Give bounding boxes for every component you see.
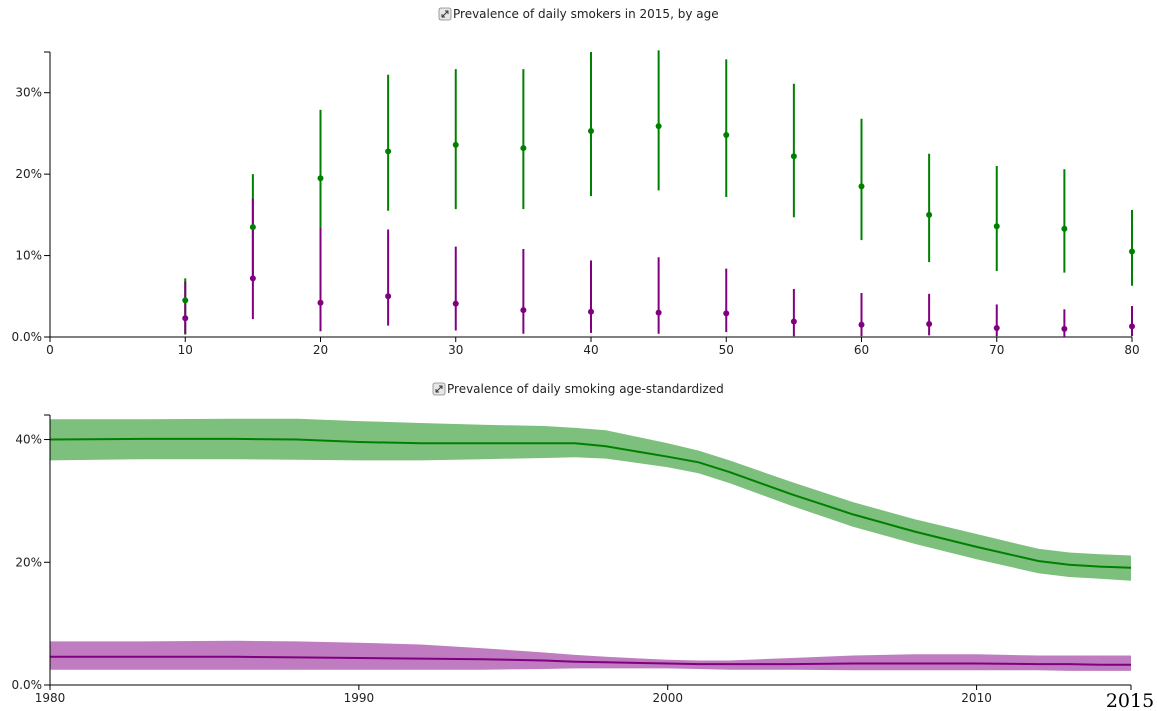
data-point bbox=[723, 132, 730, 139]
data-point bbox=[993, 325, 1000, 332]
plot-area-1 bbox=[182, 50, 1135, 337]
data-point bbox=[993, 223, 1000, 230]
x-tick-label: 1980 bbox=[35, 691, 66, 705]
x-tick-label: 70 bbox=[989, 343, 1004, 357]
data-point bbox=[249, 275, 256, 282]
x-tick-label: 0 bbox=[46, 343, 54, 357]
x-tick-label: 60 bbox=[854, 343, 869, 357]
series-line bbox=[50, 655, 1131, 666]
data-point bbox=[520, 145, 527, 152]
data-point bbox=[317, 299, 324, 306]
data-point bbox=[723, 310, 730, 317]
x-tick-label: 20 bbox=[313, 343, 328, 357]
series-line bbox=[49, 437, 1132, 569]
chart-title-2: Prevalence of daily smoking age-standard… bbox=[447, 382, 724, 396]
data-point bbox=[655, 309, 662, 316]
data-point bbox=[385, 148, 392, 155]
data-point bbox=[926, 320, 933, 327]
y-axis-2: 0.0% 20% 40% bbox=[12, 414, 51, 692]
y-tick-label: 10% bbox=[15, 249, 42, 263]
plot-area-2 bbox=[49, 418, 1132, 671]
x-end-label: 2015 bbox=[1106, 690, 1154, 711]
y-axis-1: 0.0% 10% 20% 30% bbox=[12, 51, 51, 344]
data-point bbox=[790, 153, 797, 160]
y-tick-label: 20% bbox=[15, 167, 42, 181]
chart-title-1: Prevalence of daily smokers in 2015, by … bbox=[453, 7, 719, 21]
data-point bbox=[385, 293, 392, 300]
x-tick-label: 2010 bbox=[961, 691, 992, 705]
data-point bbox=[1061, 225, 1068, 232]
x-tick-label: 1990 bbox=[344, 691, 375, 705]
data-point bbox=[520, 307, 527, 314]
data-point bbox=[588, 127, 594, 134]
data-point bbox=[588, 308, 594, 315]
x-tick-label: 2000 bbox=[652, 691, 683, 705]
data-point bbox=[1061, 325, 1068, 332]
x-tick-label: 80 bbox=[1124, 343, 1139, 357]
age-prevalence-chart: Prevalence of daily smokers in 2015, by … bbox=[12, 7, 1140, 357]
data-point bbox=[317, 175, 324, 182]
data-point bbox=[655, 123, 662, 130]
expand-button-1[interactable] bbox=[438, 7, 452, 21]
x-tick-label: 40 bbox=[583, 343, 598, 357]
data-point bbox=[926, 211, 933, 218]
x-tick-label: 50 bbox=[719, 343, 734, 357]
x-axis-1: 0 10 20 30 40 50 60 70 80 bbox=[46, 336, 1140, 357]
data-point bbox=[858, 321, 865, 328]
y-tick-label: 20% bbox=[15, 555, 42, 569]
data-point bbox=[452, 300, 459, 307]
data-point bbox=[1129, 248, 1135, 255]
x-tick-label: 10 bbox=[178, 343, 193, 357]
data-point bbox=[858, 183, 865, 190]
data-point bbox=[249, 224, 256, 231]
expand-button-2[interactable] bbox=[432, 382, 446, 396]
trend-chart: Prevalence of daily smoking age-standard… bbox=[12, 382, 1155, 711]
x-tick-label: 30 bbox=[448, 343, 463, 357]
data-point bbox=[182, 315, 189, 322]
data-point bbox=[790, 318, 797, 325]
data-point bbox=[452, 141, 459, 148]
data-point bbox=[1129, 323, 1135, 330]
x-axis-2: 1980 1990 2000 2010 bbox=[35, 684, 1132, 705]
confidence-band bbox=[50, 418, 1131, 581]
y-tick-label: 0.0% bbox=[12, 678, 43, 692]
y-tick-label: 30% bbox=[15, 86, 42, 100]
y-tick-label: 40% bbox=[15, 433, 42, 447]
y-tick-label: 0.0% bbox=[12, 330, 43, 344]
data-point bbox=[182, 297, 189, 304]
